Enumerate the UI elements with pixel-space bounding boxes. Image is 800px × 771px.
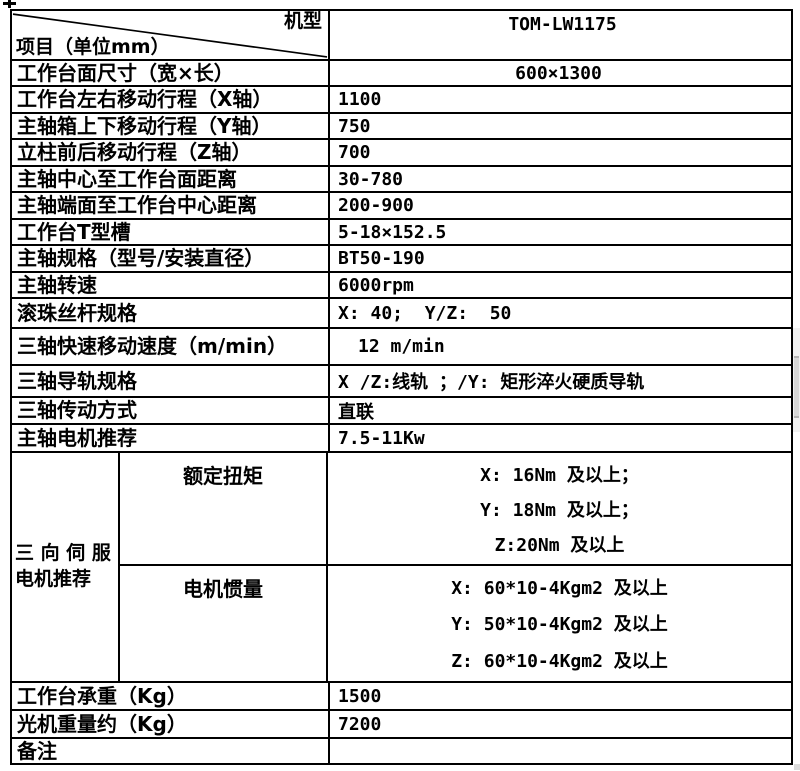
row-value: X /Z:线轨 ；/Y: 矩形淬火硬质导轨 [338, 372, 645, 393]
row-value: 1100 [338, 89, 382, 110]
row-label: 滚珠丝杆规格 [12, 299, 330, 327]
spec-row-remarks: 备注 [12, 739, 791, 763]
spec-row-spindle-end-to-center: 主轴端面至工作台中心距离 200-900 [12, 193, 791, 220]
spec-row-guideway: 三轴导轨规格 X /Z:线轨 ；/Y: 矩形淬火硬质导轨 [12, 366, 791, 398]
servo-group-label-line1: 三 向 伺 服 [15, 542, 111, 565]
row-value: 6000rpm [338, 274, 414, 296]
row-label: 立柱前后移动行程（Z轴） [12, 140, 330, 165]
handle-vertical-bar [8, 0, 11, 8]
row-label: 主轴端面至工作台中心距离 [12, 193, 330, 218]
spec-row-z-travel: 立柱前后移动行程（Z轴） 700 [12, 140, 791, 167]
row-label: 工作台面尺寸（宽×长） [12, 61, 330, 85]
header-machine-type-label: 机型 [283, 11, 322, 32]
row-label: 三轴导轨规格 [12, 366, 330, 396]
inertia-label: 电机惯量 [120, 566, 328, 681]
row-label: 主轴转速 [12, 273, 330, 297]
row-value: 7.5-11Kw [338, 427, 425, 449]
row-value: 600×1300 [515, 62, 602, 84]
row-label: 工作台承重（Kg） [12, 683, 330, 709]
row-value: 直联 [338, 401, 374, 423]
row-value: 700 [338, 142, 371, 163]
spec-row-spindle-speed: 主轴转速 6000rpm [12, 273, 791, 299]
row-label: 工作台左右移动行程（X轴） [12, 87, 330, 112]
torque-z: Z:20Nm 及以上 [494, 534, 625, 556]
row-label: 主轴电机推荐 [12, 425, 330, 451]
table-header-row: 机型 项目（单位mm） TOM-LW1175 [12, 11, 791, 61]
row-value: 5-18×152.5 [338, 221, 447, 243]
torque-x: X: 16Nm 及以上； [480, 464, 639, 486]
spec-row-spindle-spec: 主轴规格（型号/安装直径） BT50-190 [12, 246, 791, 273]
servo-group-label: 三 向 伺 服 电机推荐 [12, 453, 120, 681]
row-value: 1500 [338, 685, 382, 707]
spec-row-machine-weight: 光机重量约（Kg） 7200 [12, 711, 791, 739]
row-value: X: 40; Y/Z: 50 [338, 302, 512, 324]
header-diagonal-cell: 机型 项目（单位mm） [12, 11, 330, 59]
row-label: 三轴快速移动速度（m/min） [12, 329, 330, 364]
row-value: 12 m/min [358, 336, 445, 357]
row-value: 750 [338, 115, 371, 137]
servo-inertia-row: 电机惯量 X: 60*10-4Kgm2 及以上 Y: 50*10-4Kgm2 及… [120, 566, 791, 681]
spec-table: 机型 项目（单位mm） TOM-LW1175 工作台面尺寸（宽×长） 600×1… [10, 9, 793, 765]
inertia-values: X: 60*10-4Kgm2 及以上 Y: 50*10-4Kgm2 及以上 Z:… [328, 566, 791, 681]
row-value [330, 739, 791, 763]
scrollbar-thumb[interactable] [794, 356, 799, 418]
diagonal-divider-icon [12, 13, 328, 58]
spec-row-spindle-motor: 主轴电机推荐 7.5-11Kw [12, 425, 791, 453]
row-label: 备注 [12, 739, 330, 763]
row-label: 主轴箱上下移动行程（Y轴） [12, 114, 330, 138]
spec-row-spindle-to-table: 主轴中心至工作台面距离 30-780 [12, 167, 791, 193]
spec-row-transmission: 三轴传动方式 直联 [12, 398, 791, 425]
torque-y: Y: 18Nm 及以上； [480, 499, 639, 521]
torque-label: 额定扭矩 [120, 453, 328, 564]
spec-row-table-load: 工作台承重（Kg） 1500 [12, 683, 791, 711]
corner-mark [794, 764, 800, 770]
scrollbar[interactable] [793, 328, 800, 432]
row-value: 200-900 [338, 195, 414, 216]
row-value: 30-780 [338, 168, 404, 190]
row-label: 工作台T型槽 [12, 220, 330, 244]
servo-motor-section: 三 向 伺 服 电机推荐 额定扭矩 X: 16Nm 及以上； Y: 18Nm 及… [12, 453, 791, 683]
row-label: 主轴中心至工作台面距离 [12, 167, 330, 191]
header-item-unit-label: 项目（单位mm） [16, 36, 170, 59]
inertia-z: Z: 60*10-4Kgm2 及以上 [451, 650, 668, 672]
inertia-y: Y: 50*10-4Kgm2 及以上 [451, 614, 668, 636]
row-label: 光机重量约（Kg） [12, 711, 330, 737]
servo-group-label-line2: 电机推荐 [15, 568, 92, 590]
torque-values: X: 16Nm 及以上； Y: 18Nm 及以上； Z:20Nm 及以上 [328, 453, 791, 564]
row-label: 主轴规格（型号/安装直径） [12, 246, 330, 271]
spec-row-t-slot: 工作台T型槽 5-18×152.5 [12, 220, 791, 246]
spec-row-ballscrew: 滚珠丝杆规格 X: 40; Y/Z: 50 [12, 299, 791, 329]
inertia-x: X: 60*10-4Kgm2 及以上 [451, 578, 668, 600]
model-name: TOM-LW1175 [508, 14, 617, 35]
row-value: BT50-190 [338, 248, 425, 269]
spec-row-rapid-speed: 三轴快速移动速度（m/min） 12 m/min [12, 329, 791, 366]
table-move-handle-icon[interactable] [3, 0, 16, 8]
spec-row-table-size: 工作台面尺寸（宽×长） 600×1300 [12, 61, 791, 87]
servo-torque-row: 额定扭矩 X: 16Nm 及以上； Y: 18Nm 及以上； Z:20Nm 及以… [120, 453, 791, 566]
spec-row-y-travel: 主轴箱上下移动行程（Y轴） 750 [12, 114, 791, 140]
spec-row-x-travel: 工作台左右移动行程（X轴） 1100 [12, 87, 791, 114]
row-value: 7200 [338, 713, 382, 735]
row-label: 三轴传动方式 [12, 398, 330, 423]
